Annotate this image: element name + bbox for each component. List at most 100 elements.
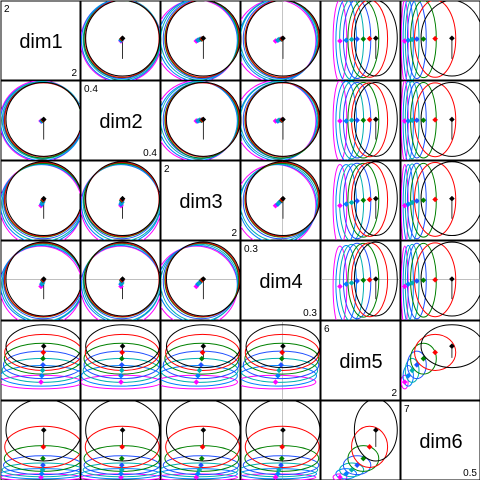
panel-dim2-vs-dim4 [241,81,320,160]
group-7-ellipse [165,401,240,462]
group-4-mean-point [354,462,360,469]
group-4-ellipse [162,455,240,476]
group-5-mean-point [198,455,205,462]
panel-frame-3-5 [400,240,480,321]
panel-frame-4-1 [80,320,161,401]
group-2-mean-point [194,372,201,379]
group-3-mean-point [409,199,416,206]
group-1-ellipse [241,374,317,390]
group-7-mean-point [449,276,455,282]
group-7-ellipse [5,82,80,157]
panel-dim6-vs-dim2 [81,401,160,480]
group-5-mean-point [278,355,285,362]
panel-frame-0-0 [0,0,81,81]
group-7-ellipse [85,241,160,317]
group-6-mean-point [119,349,126,356]
group-3-ellipse [82,243,160,320]
group-7-mean-point [280,343,286,350]
group-6-ellipse [244,1,320,78]
group-5-mean-point [420,36,427,42]
panel-dim2-vs-dim6 [401,81,480,160]
group-6-mean-point [366,35,373,42]
group-4-mean-point [354,198,360,204]
panel-frame-4-3 [240,320,321,401]
group-7-mean-point [119,427,126,433]
group-2-ellipse [1,164,80,240]
group-4-ellipse [406,242,427,320]
group-2-ellipse [81,245,160,320]
group-3-mean-point [348,117,355,124]
group-4-mean-point [40,462,46,469]
group-5-ellipse [347,242,380,318]
group-7-ellipse [353,401,398,462]
group-2-ellipse [241,365,317,387]
group-1-mean-point [337,283,343,290]
group-3-ellipse [404,357,420,383]
range-max-label: 0.3 [244,244,258,255]
group-3-ellipse [241,357,319,383]
group-4-ellipse [242,455,320,476]
group-2-mean-point [343,37,350,44]
group-3-mean-point [348,36,355,43]
group-1-mean-point [337,474,343,480]
group-4-mean-point [198,462,204,469]
group-1-ellipse [332,473,348,480]
panel-dim5-vs-dim2 [81,324,160,390]
panel-dim6-vs-dim4 [241,401,320,480]
group-4-ellipse [406,162,427,240]
group-1-ellipse [1,245,80,320]
panel-dim4-vs-dim5 [321,241,400,320]
group-2-mean-point [343,281,350,288]
group-7-mean-point [200,116,207,123]
group-7-ellipse [165,324,240,369]
group-5-mean-point [360,117,367,124]
panel-dim3-vs-dim5 [332,161,398,240]
group-7-mean-point [40,343,47,350]
group-3-mean-point [409,280,416,286]
group-7-ellipse [353,1,398,77]
group-6-mean-point [366,196,373,203]
group-5-mean-point [360,197,367,204]
panel-dim5-vs-dim4 [241,321,320,400]
panel-frame-3-3 [240,240,321,321]
group-7-ellipse [420,161,480,237]
group-6-mean-point [432,116,439,123]
group-5-mean-point [420,117,427,124]
group-3-mean-point [118,466,125,473]
panel-frame-5-5 [400,400,480,480]
group-7-ellipse [245,401,320,462]
group-7-ellipse [420,241,480,317]
group-6-mean-point [366,276,373,283]
group-7-mean-point [449,116,455,123]
group-3-mean-point [118,367,125,374]
group-7-mean-point [449,343,455,350]
group-3-ellipse [241,1,319,80]
group-4-mean-point [278,362,284,368]
group-7-ellipse [165,1,240,77]
group-5-mean-point [420,197,427,204]
group-3-ellipse [339,462,365,478]
group-5-mean-point [360,36,367,42]
group-2-ellipse [241,164,317,240]
group-7-mean-point [200,343,207,350]
group-1-ellipse [81,245,160,320]
group-2-ellipse [161,365,238,387]
group-4-ellipse [342,455,372,476]
group-7-mean-point [200,427,207,433]
group-3-mean-point [409,367,416,374]
group-7-ellipse [353,161,398,237]
group-2-ellipse [335,245,357,320]
group-6-ellipse [414,242,457,318]
range-max-label: 2 [164,164,170,175]
group-6-ellipse [244,162,320,237]
group-3-ellipse [161,1,239,80]
group-5-mean-point [420,277,427,284]
group-7-ellipse [353,82,398,157]
group-2-mean-point [274,372,281,379]
group-4-mean-point [354,36,360,42]
group-4-mean-point [413,117,420,124]
group-7-mean-point [372,35,379,42]
group-5-ellipse [410,342,437,375]
group-6-ellipse [244,425,320,468]
